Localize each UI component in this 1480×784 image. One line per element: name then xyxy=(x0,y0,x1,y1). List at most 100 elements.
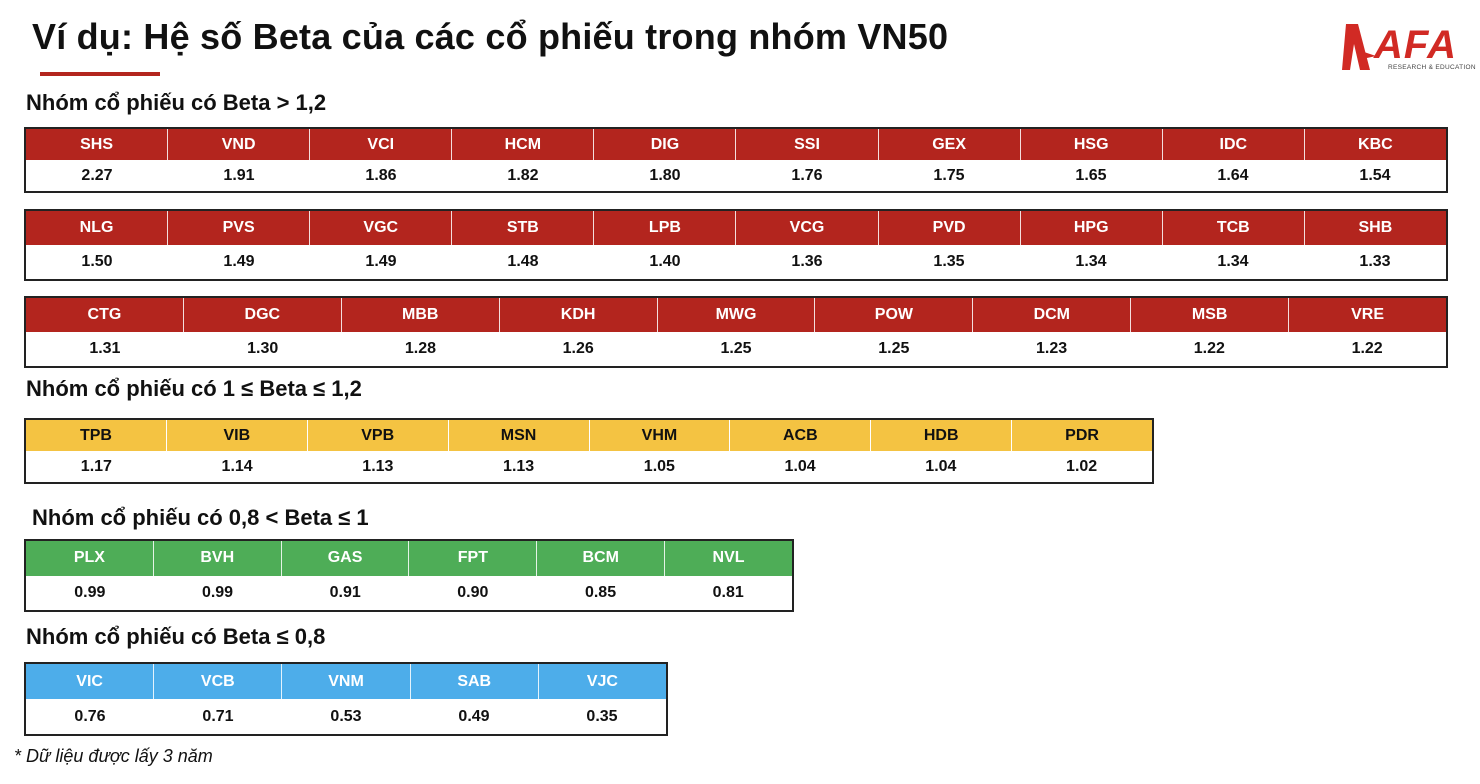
ticker-cell: VRE xyxy=(1351,306,1385,323)
beta-value-cell: 1.49 xyxy=(223,253,255,270)
page-title: Ví dụ: Hệ số Beta của các cổ phiếu trong… xyxy=(32,16,949,57)
ticker-cell: VCG xyxy=(736,211,879,245)
beta-value-row: 1.31 1.30 1.28 1.26 1.25 1.25 1.23 1.22 … xyxy=(26,332,1446,366)
beta-value-cell: 1.65 xyxy=(1075,166,1107,184)
beta-value-cell: 1.82 xyxy=(507,166,539,184)
beta-value-row: 1.17 1.14 1.13 1.13 1.05 1.04 1.04 1.02 xyxy=(26,451,1152,482)
beta-value-cell: 1.04 xyxy=(784,457,816,475)
beta-value-cell: 1.02 xyxy=(1066,457,1098,475)
beta-value-cell: 1.34 xyxy=(1075,253,1107,270)
beta-value-cell: 1.64 xyxy=(1217,166,1249,184)
beta-value-cell: 0.35 xyxy=(586,707,618,725)
ticker-cell: PDR xyxy=(1065,426,1099,444)
beta-table-high-2: NLG PVS VGC STB LPB VCG PVD HPG TCB SHB … xyxy=(24,209,1448,281)
beta-value-cell: 1.22 xyxy=(1193,340,1225,357)
beta-value-cell: 1.30 xyxy=(247,340,279,357)
ticker-cell: NLG xyxy=(26,211,169,245)
logo-mark-icon xyxy=(1342,24,1376,70)
ticker-cell: KDH xyxy=(500,298,658,332)
group-heading-high: Nhóm cổ phiếu có Beta > 1,2 xyxy=(26,90,327,115)
beta-table-mid-high: TPB VIB VPB MSN VHM ACB HDB PDR 1.17 1.1… xyxy=(24,418,1154,484)
beta-value-row: 0.99 0.99 0.91 0.90 0.85 0.81 xyxy=(26,576,792,611)
ticker-cell: VJC xyxy=(586,672,618,690)
beta-value-row: 1.50 1.49 1.49 1.48 1.40 1.36 1.35 1.34 … xyxy=(26,245,1446,279)
ticker-cell: SHB xyxy=(1358,219,1393,236)
ticker-cell: VPB xyxy=(308,420,449,451)
footnote: * Dữ liệu được lấy 3 năm xyxy=(14,746,213,766)
beta-table-high-3: CTG DGC MBB KDH MWG POW DCM MSB VRE 1.31… xyxy=(24,296,1448,368)
ticker-cell: PLX xyxy=(26,541,154,576)
ticker-cell: VIC xyxy=(26,664,155,699)
ticker-cell: SSI xyxy=(736,129,879,160)
beta-table-high-1: SHS VND VCI HCM DIG SSI GEX HSG IDC KBC … xyxy=(24,127,1448,193)
beta-value-cell: 1.91 xyxy=(223,166,255,184)
ticker-cell: MBB xyxy=(342,298,500,332)
ticker-cell: GAS xyxy=(282,541,410,576)
beta-value-cell: 1.76 xyxy=(791,166,823,184)
ticker-cell: SAB xyxy=(411,664,539,699)
beta-value-cell: 1.26 xyxy=(562,340,594,357)
beta-value-cell: 1.75 xyxy=(933,166,965,184)
beta-value-cell: 1.14 xyxy=(221,457,253,475)
beta-table-low: VIC VCB VNM SAB VJC 0.76 0.71 0.53 0.49 … xyxy=(24,662,668,736)
beta-value-cell: 1.25 xyxy=(720,340,752,357)
beta-value-cell: 0.71 xyxy=(202,707,234,725)
beta-value-cell: 1.31 xyxy=(89,340,121,357)
beta-value-cell: 1.36 xyxy=(791,253,823,270)
beta-value-cell: 1.13 xyxy=(362,457,394,475)
group-heading-mid-low: Nhóm cổ phiếu có 0,8 < Beta ≤ 1 xyxy=(32,505,369,530)
beta-value-cell: 2.27 xyxy=(81,166,113,184)
beta-value-cell: 0.81 xyxy=(712,583,744,601)
ticker-cell: VGC xyxy=(310,211,453,245)
logo-text: AFA xyxy=(1374,23,1457,67)
ticker-cell: SHS xyxy=(26,129,169,160)
afa-logo: AFA RESEARCH & EDUCATION xyxy=(1336,20,1476,76)
ticker-row: SHS VND VCI HCM DIG SSI GEX HSG IDC KBC xyxy=(26,129,1446,160)
ticker-cell: VND xyxy=(168,129,311,160)
ticker-cell: HDB xyxy=(871,420,1013,451)
ticker-cell: VCB xyxy=(154,664,283,699)
ticker-cell: LPB xyxy=(594,211,737,245)
beta-value-cell: 1.25 xyxy=(878,340,910,357)
ticker-cell: VNM xyxy=(282,664,411,699)
beta-value-cell: 1.23 xyxy=(1036,340,1068,357)
ticker-cell: PVS xyxy=(168,211,311,245)
ticker-row: TPB VIB VPB MSN VHM ACB HDB PDR xyxy=(26,420,1152,451)
ticker-cell: VCI xyxy=(310,129,453,160)
beta-value-cell: 0.91 xyxy=(329,583,361,601)
beta-value-row: 0.76 0.71 0.53 0.49 0.35 xyxy=(26,699,666,734)
beta-value-cell: 1.04 xyxy=(925,457,957,475)
ticker-cell: HCM xyxy=(452,129,595,160)
ticker-cell: TPB xyxy=(26,420,167,451)
ticker-cell: VIB xyxy=(167,420,308,451)
beta-value-cell: 0.76 xyxy=(74,707,106,725)
ticker-cell: TCB xyxy=(1163,211,1305,245)
ticker-row: NLG PVS VGC STB LPB VCG PVD HPG TCB SHB xyxy=(26,211,1446,245)
ticker-cell: FPT xyxy=(409,541,538,576)
ticker-cell: PVD xyxy=(879,211,1021,245)
beta-table-mid-low: PLX BVH GAS FPT BCM NVL 0.99 0.99 0.91 0… xyxy=(24,539,794,612)
ticker-cell: IDC xyxy=(1163,129,1305,160)
beta-value-cell: 1.40 xyxy=(649,253,681,270)
beta-value-cell: 1.86 xyxy=(365,166,397,184)
ticker-cell: MWG xyxy=(658,298,816,332)
beta-value-cell: 1.35 xyxy=(933,253,965,270)
ticker-cell: ACB xyxy=(730,420,872,451)
beta-value-cell: 1.13 xyxy=(503,457,535,475)
ticker-cell: MSB xyxy=(1131,298,1290,332)
beta-value-cell: 0.99 xyxy=(74,583,106,601)
ticker-cell: MSN xyxy=(449,420,590,451)
group-heading-mid-high: Nhóm cổ phiếu có 1 ≤ Beta ≤ 1,2 xyxy=(26,376,362,401)
beta-value-cell: 1.05 xyxy=(643,457,675,475)
ticker-cell: GEX xyxy=(879,129,1021,160)
title-underline xyxy=(40,72,160,76)
beta-value-cell: 0.85 xyxy=(584,583,617,601)
beta-value-cell: 1.80 xyxy=(649,166,681,184)
ticker-cell: CTG xyxy=(26,298,184,332)
ticker-cell: DIG xyxy=(594,129,737,160)
ticker-cell: HPG xyxy=(1021,211,1163,245)
beta-value-cell: 1.17 xyxy=(80,457,112,475)
beta-value-cell: 1.49 xyxy=(365,253,397,270)
beta-value-cell: 0.49 xyxy=(458,707,490,725)
ticker-cell: VHM xyxy=(590,420,731,451)
